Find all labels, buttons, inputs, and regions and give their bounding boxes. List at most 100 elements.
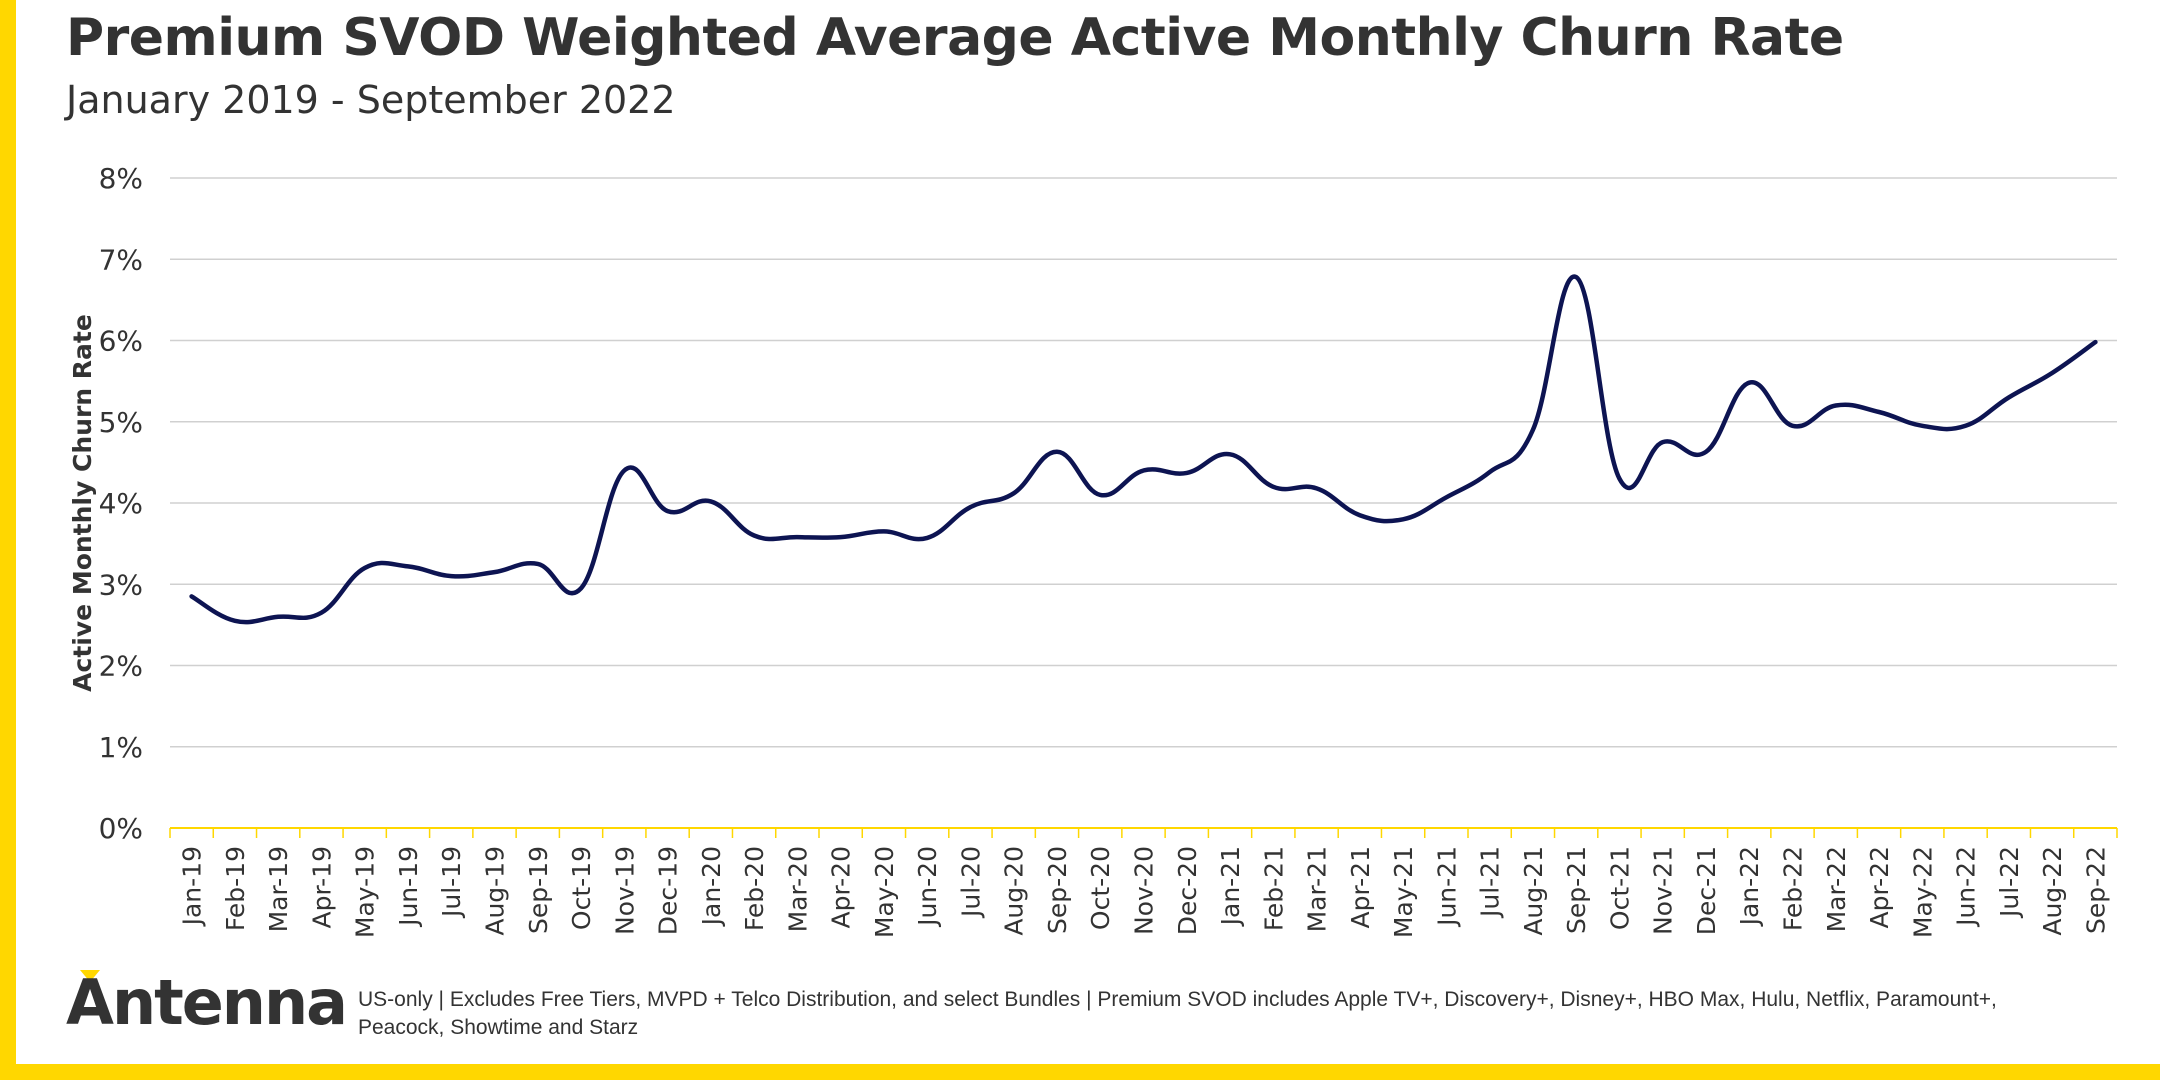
x-tick-label: Mar-22 [1822, 846, 1851, 932]
data-point-Dec-21 [1704, 450, 1708, 454]
data-point-Jan-19 [190, 594, 194, 598]
data-point-May-21 [1401, 517, 1405, 521]
data-point-Jul-20 [968, 505, 972, 509]
data-point-Sep-22 [2093, 340, 2097, 344]
data-point-Jun-19 [406, 564, 410, 568]
x-tick-label: Sep-19 [524, 846, 553, 934]
x-tick-label: Jan-22 [1735, 846, 1764, 927]
line-chart: 0% 1% 2% 3% 4% 5% 6% 7% 8% Jan-19 Feb-19 Mar-19 Apr-… [68, 162, 2118, 938]
x-tick-label: Sep-22 [2081, 846, 2110, 934]
data-point-Oct-20 [1098, 493, 1102, 497]
data-point-Apr-21 [1358, 513, 1362, 517]
x-tick-label: Apr-21 [1346, 846, 1375, 928]
data-point-Apr-20 [839, 535, 843, 539]
x-tick-label: Dec-19 [654, 846, 683, 935]
y-axis-label: Active Monthly Churn Rate [68, 314, 97, 692]
data-point-Sep-19 [536, 562, 540, 566]
x-tick-label: Aug-19 [481, 846, 510, 936]
x-tick-label: Oct-21 [1605, 846, 1634, 930]
data-point-Dec-20 [1185, 471, 1189, 475]
x-tick-label: Dec-20 [1173, 846, 1202, 935]
data-point-Feb-21 [1271, 485, 1275, 489]
x-tick-label: Jul-19 [437, 846, 466, 919]
data-point-Aug-22 [2050, 371, 2054, 375]
data-point-Nov-20 [1142, 469, 1146, 473]
x-tick-label: Feb-22 [1779, 846, 1808, 931]
x-tick-label: Jun-21 [1432, 846, 1461, 928]
y-tick-label: 4% [99, 487, 143, 520]
x-tick-label: May-22 [1908, 846, 1937, 938]
accent-border-bottom [0, 1064, 2160, 1080]
data-point-Mar-19 [276, 615, 280, 619]
data-point-Nov-21 [1661, 440, 1665, 444]
churn-rate-series-line [189, 274, 2098, 625]
y-tick-label: 1% [99, 731, 143, 764]
x-tick-label: May-19 [351, 846, 380, 938]
y-tick-label: 0% [99, 812, 143, 845]
data-point-Sep-21 [1574, 275, 1578, 279]
data-point-Mar-21 [1315, 486, 1319, 490]
x-tick-label: May-20 [870, 846, 899, 938]
data-point-Jul-22 [2007, 395, 2011, 399]
data-point-Oct-19 [579, 586, 583, 590]
data-point-Feb-20 [752, 534, 756, 538]
x-tick-label: Aug-21 [1519, 846, 1548, 936]
data-point-Jul-21 [1488, 470, 1492, 474]
x-tick-label: Oct-19 [567, 846, 596, 930]
x-tick-label: Nov-19 [610, 846, 639, 935]
accent-border-left [0, 0, 16, 1080]
x-tick-label: Jul-20 [956, 846, 985, 919]
logo-mark-icon [80, 970, 100, 982]
x-tick-label: Dec-21 [1692, 846, 1721, 935]
x-tick-label: Feb-21 [1259, 846, 1288, 931]
data-point-Jan-22 [1747, 381, 1751, 385]
data-point-Apr-19 [319, 611, 323, 615]
x-tick-label: Jun-20 [913, 846, 942, 928]
x-tick-label: Feb-19 [221, 846, 250, 931]
data-point-Oct-21 [1617, 477, 1621, 481]
x-tick-label: Jul-21 [1476, 846, 1505, 919]
x-tick-label: Jun-22 [1952, 846, 1981, 928]
y-tick-label: 6% [99, 325, 143, 358]
data-point-Jan-21 [1228, 452, 1232, 456]
data-point-Jun-21 [1444, 495, 1448, 499]
data-point-Feb-19 [233, 619, 237, 623]
x-tick-label: Aug-20 [1000, 846, 1029, 936]
data-point-Mar-22 [1834, 404, 1838, 408]
x-tick-label: Jan-20 [697, 846, 726, 927]
x-tick-label: Apr-20 [827, 846, 856, 928]
data-point-Aug-19 [493, 570, 497, 574]
x-tick-label: Mar-21 [1303, 846, 1332, 932]
x-tick-label: Mar-19 [264, 846, 293, 932]
x-tick-label: Jul-22 [1995, 846, 2024, 919]
data-point-May-19 [363, 566, 367, 570]
x-tick-label: Oct-20 [1086, 846, 1115, 930]
x-tick-label: May-21 [1389, 846, 1418, 938]
footnote: US-only | Excludes Free Tiers, MVPD + Te… [358, 988, 1997, 1039]
data-point-Feb-22 [1791, 424, 1795, 428]
y-tick-label: 2% [99, 650, 143, 683]
x-tick-label: Jun-19 [394, 846, 423, 928]
x-tick-label: Sep-21 [1562, 846, 1591, 934]
data-point-May-22 [1920, 424, 1924, 428]
data-point-Jun-20 [925, 536, 929, 540]
x-tick-label: Nov-20 [1130, 846, 1159, 935]
data-point-Nov-19 [622, 469, 626, 473]
data-point-Jul-19 [449, 574, 453, 578]
y-tick-label: 3% [99, 568, 143, 601]
x-tick-label: Aug-22 [2038, 846, 2067, 936]
y-tick-label: 7% [99, 243, 143, 276]
y-tick-label: 8% [99, 162, 143, 195]
data-point-Jun-22 [1964, 424, 1968, 428]
antenna-logo: Antenna [66, 966, 348, 1039]
chart-subtitle: January 2019 - September 2022 [66, 78, 676, 122]
data-point-May-20 [882, 529, 886, 533]
data-point-Sep-20 [1055, 450, 1059, 454]
x-tick-label: Jan-21 [1216, 846, 1245, 927]
x-tick-label: Nov-21 [1649, 846, 1678, 935]
data-point-Aug-21 [1531, 428, 1535, 432]
data-point-Dec-19 [666, 509, 670, 513]
data-point-Mar-20 [795, 535, 799, 539]
data-point-Aug-20 [1012, 491, 1016, 495]
